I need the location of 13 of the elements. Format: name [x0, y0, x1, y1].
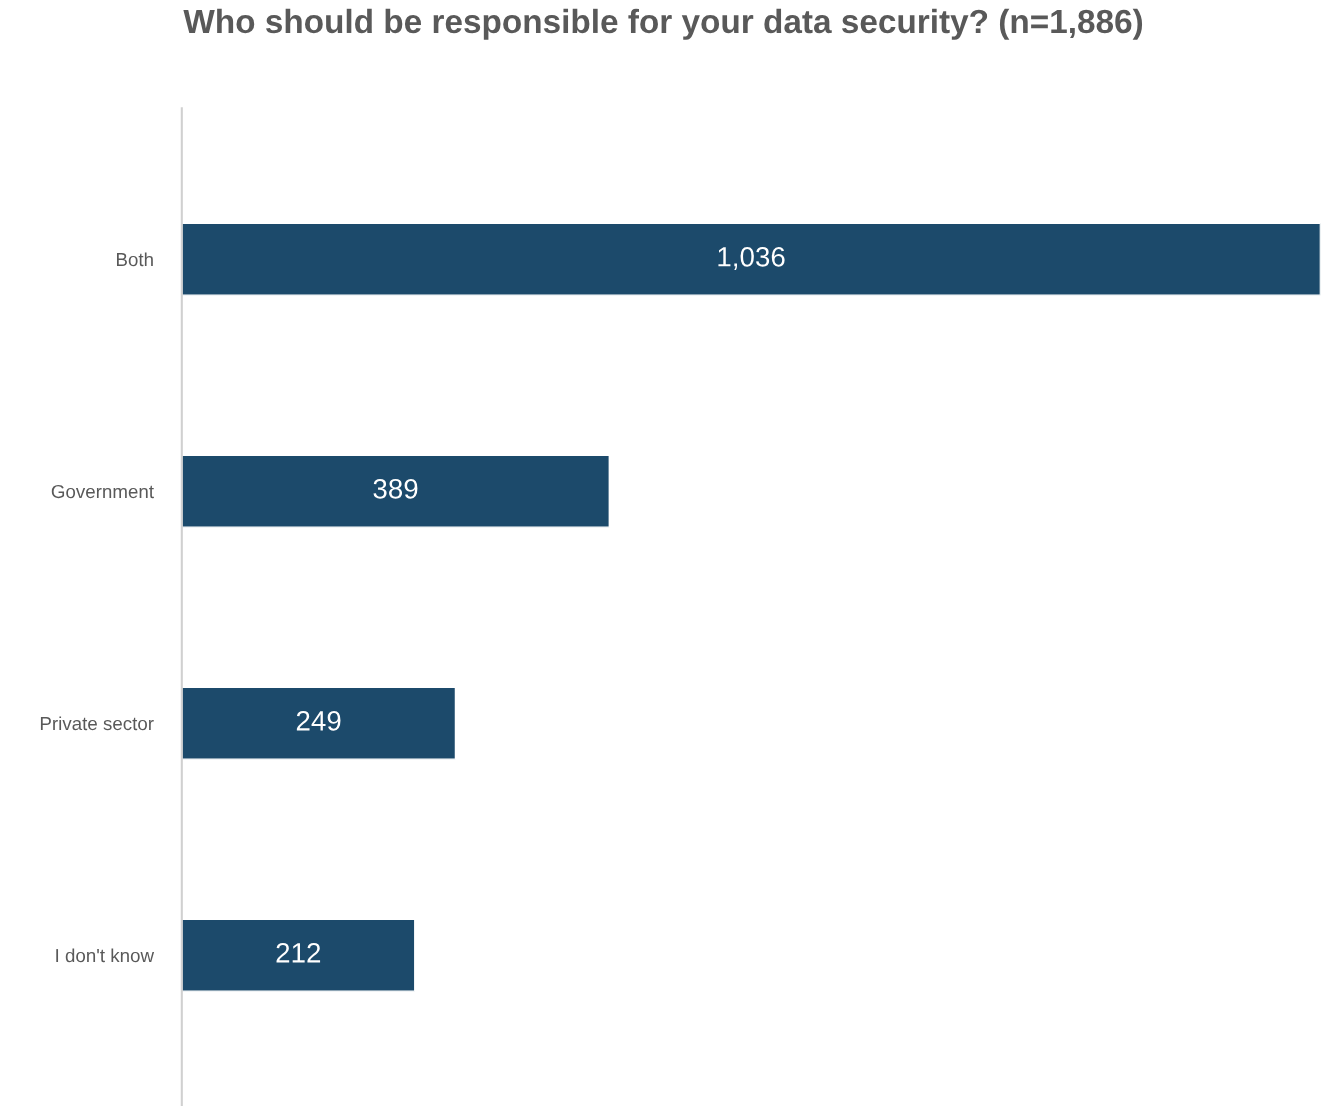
data-label: 1,036 [718, 246, 785, 270]
data-label: 249 [296, 710, 341, 731]
y-tick-label: Both [116, 252, 153, 267]
y-tick-label: Private sector [40, 716, 154, 731]
data-label: 212 [276, 942, 321, 963]
y-tick-label: Government [51, 484, 154, 499]
chart-title: Who should be responsible for your data security? (n=1,886) [183, 8, 1143, 40]
y-tick-label: I don't know [56, 948, 155, 963]
bar [181, 454, 611, 528]
bar [181, 918, 416, 992]
bar [181, 686, 457, 760]
bar [181, 222, 1321, 296]
data-label: 389 [373, 478, 418, 499]
